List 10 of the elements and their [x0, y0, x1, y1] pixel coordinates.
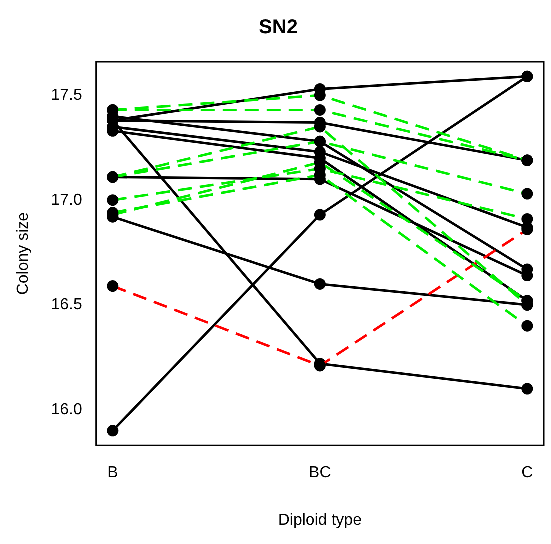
x-axis-title: Diploid type — [278, 512, 362, 529]
x-tick-label: BC — [309, 464, 332, 482]
chart-title: SN2 — [259, 16, 298, 39]
y-tick-label: 16.5 — [51, 296, 82, 314]
x-tick-label: C — [522, 464, 534, 482]
y-axis-title: Colony size — [15, 212, 32, 296]
x-tick-label: B — [108, 464, 118, 482]
y-tick-label: 16.0 — [51, 401, 82, 418]
y-tick-label: 17.0 — [51, 192, 82, 209]
y-tick-label: 17.5 — [51, 86, 82, 104]
